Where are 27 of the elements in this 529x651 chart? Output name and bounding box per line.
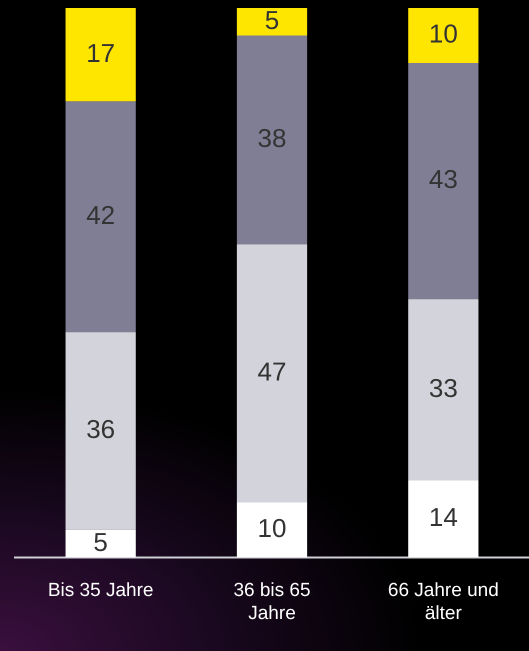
data-label: 38 [258,123,286,154]
x-tick-label: 36 bis 65 Jahre [233,580,311,624]
data-label: 43 [428,164,458,194]
bar [236,35,308,244]
bar [408,8,478,63]
bar [66,8,136,102]
data-label: 42 [86,200,116,230]
data-label: 10 [258,513,286,544]
bar [408,480,478,558]
bar [236,8,308,36]
bar [408,62,478,300]
x-tick-label: 66 Jahre und älter [388,580,499,624]
bar [66,101,136,332]
data-label: 36 [86,414,116,444]
data-label: 33 [428,373,458,404]
x-tick-label: Bis 35 Jahre [48,580,154,602]
data-label: 47 [258,356,286,387]
data-label: 14 [428,502,458,532]
data-label: 5 [93,526,108,557]
bar [66,332,136,530]
data-label: 10 [428,18,458,49]
data-label: 5 [264,4,280,35]
bar [408,299,478,480]
bar [236,502,308,558]
data-label: 17 [86,38,116,68]
bar [236,244,308,502]
bar [66,530,136,558]
